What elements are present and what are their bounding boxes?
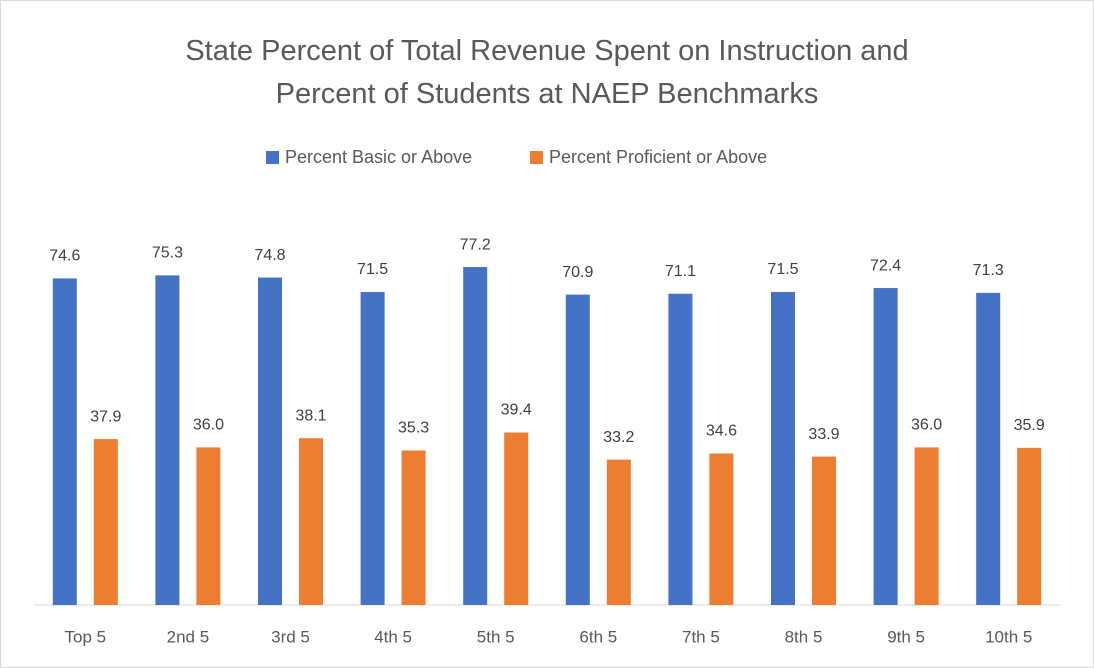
data-label: 77.2 (460, 236, 491, 253)
bar (976, 292, 1001, 605)
x-tick-label: Top 5 (65, 627, 107, 646)
data-label: 33.2 (603, 429, 634, 446)
bar (463, 267, 488, 605)
legend-label: Percent Proficient or Above (549, 147, 767, 167)
bar (606, 459, 631, 605)
x-tick-label: 2nd 5 (167, 627, 210, 646)
bar (93, 439, 118, 605)
data-label: 74.8 (254, 247, 285, 264)
bar (914, 447, 939, 605)
x-tick-label: 8th 5 (785, 627, 823, 646)
bar (565, 294, 590, 605)
bar (1017, 447, 1042, 605)
bar (360, 291, 385, 605)
bar (709, 453, 734, 605)
data-label: 72.4 (870, 257, 901, 274)
bar (668, 293, 693, 605)
data-label: 38.1 (295, 407, 326, 424)
x-tick-label: 7th 5 (682, 627, 720, 646)
bar (155, 275, 180, 605)
legend-swatch (266, 151, 279, 164)
data-label: 71.5 (767, 261, 798, 278)
x-tick-label: 6th 5 (579, 627, 617, 646)
chart-title: State Percent of Total Revenue Spent on … (185, 35, 909, 110)
data-label: 74.6 (49, 248, 80, 265)
data-label: 37.9 (90, 408, 121, 425)
bar (299, 438, 323, 605)
bar (196, 447, 221, 605)
data-label: 71.5 (357, 261, 388, 278)
x-tick-label: 5th 5 (477, 627, 515, 646)
data-label: 70.9 (562, 264, 593, 281)
bar (812, 456, 836, 605)
data-label: 71.3 (973, 262, 1004, 279)
data-label: 36.0 (193, 417, 224, 434)
data-label: 36.0 (911, 417, 942, 434)
data-label: 35.9 (1014, 417, 1045, 434)
bar (258, 277, 282, 605)
data-label: 71.1 (665, 263, 696, 280)
bar (401, 450, 426, 605)
data-label: 39.4 (501, 402, 532, 419)
bar (52, 278, 77, 605)
legend-label: Percent Basic or Above (285, 147, 472, 167)
x-tick-label: 9th 5 (887, 627, 925, 646)
data-label: 75.3 (152, 245, 183, 262)
x-tick-label: 3rd 5 (271, 627, 310, 646)
bar (771, 291, 795, 605)
bar (504, 432, 529, 605)
data-label: 35.3 (398, 420, 429, 437)
data-label: 34.6 (706, 423, 737, 440)
data-label: 33.9 (808, 426, 839, 443)
bar (873, 288, 898, 605)
x-tick-label: 4th 5 (374, 627, 412, 646)
x-tick-label: 10th 5 (985, 627, 1032, 646)
legend-swatch (530, 151, 543, 164)
